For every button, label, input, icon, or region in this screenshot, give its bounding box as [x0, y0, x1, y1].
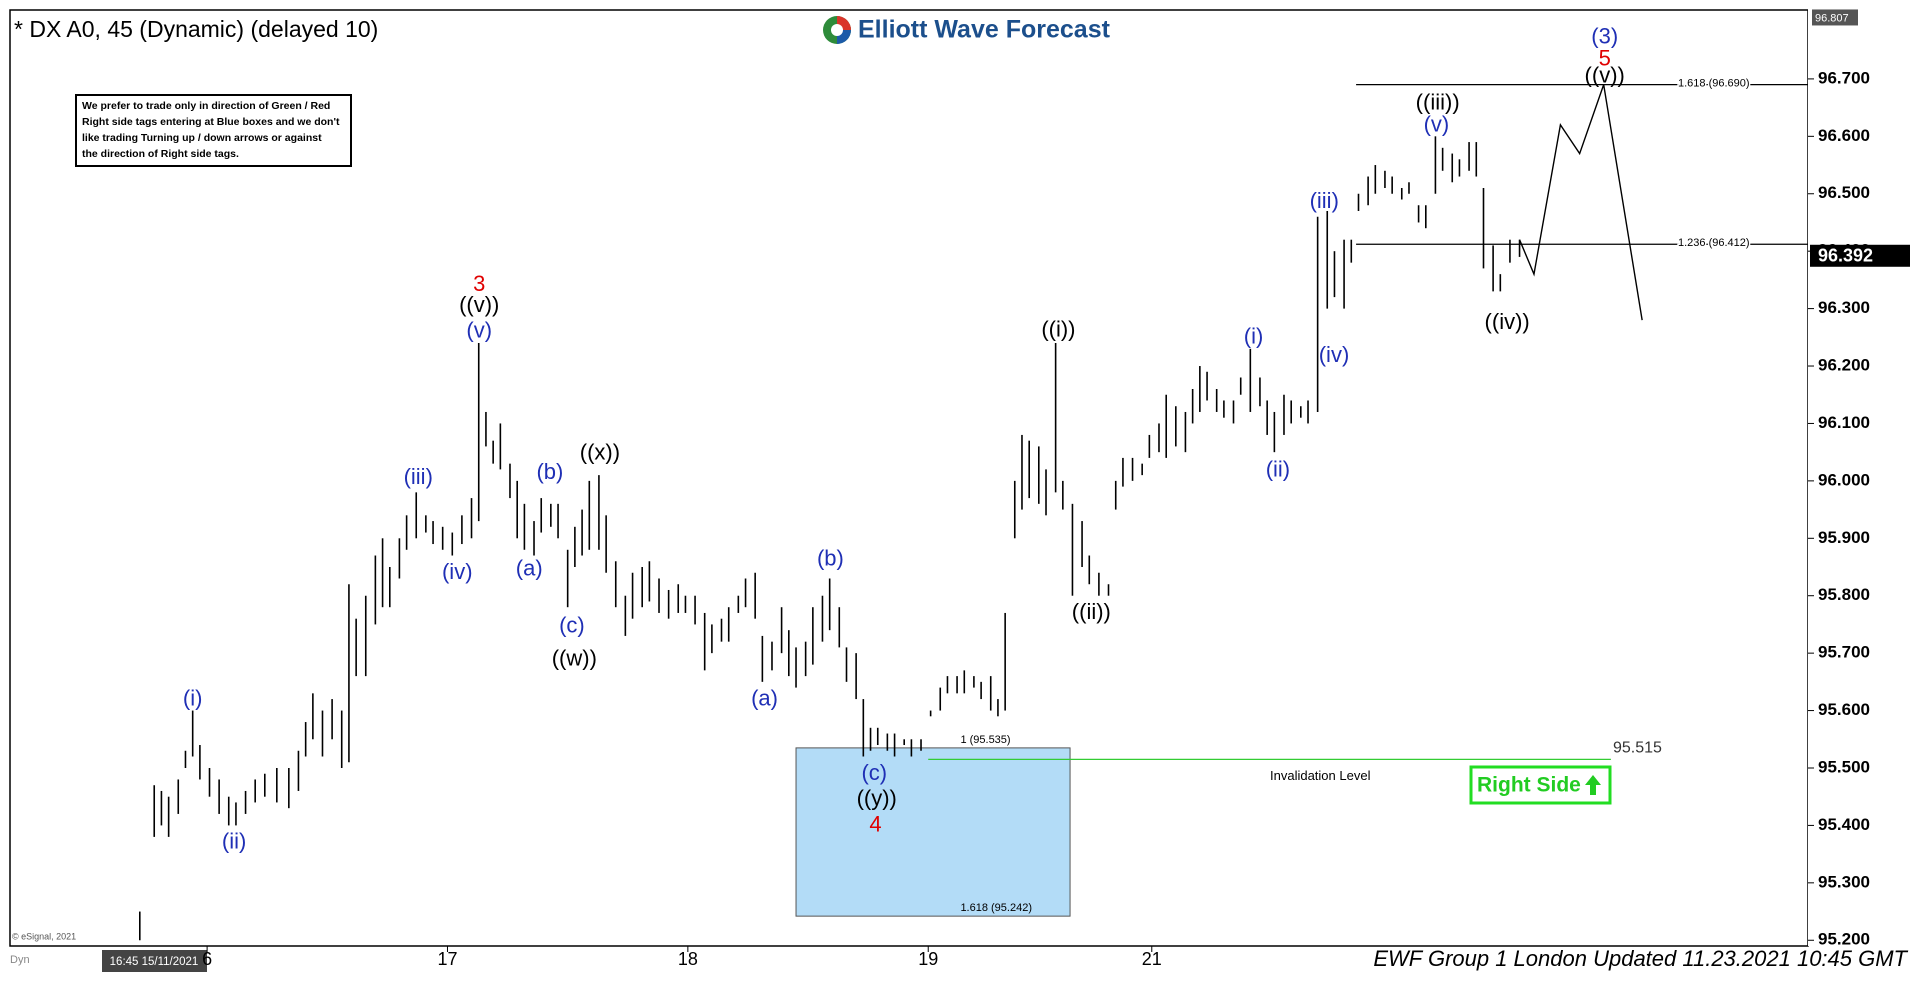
date-box [102, 950, 207, 972]
y-tick-label: 96.500 [1818, 183, 1870, 202]
wave-label: ((i)) [1041, 316, 1075, 341]
wave-label: ((iv)) [1485, 309, 1530, 334]
wave-label: ((x)) [580, 439, 620, 464]
x-tick-label: 6 [202, 949, 212, 969]
blue-box [795, 747, 1071, 917]
wave-label: (b) [536, 459, 563, 484]
y-tick-label: 95.900 [1818, 528, 1870, 547]
invalidation-value: 95.515 [1613, 740, 1662, 757]
y-tick-label: 95.500 [1818, 757, 1870, 776]
y-tick-label: 96.000 [1818, 470, 1870, 489]
wave-label: (iii) [1310, 188, 1339, 213]
right-side-label: Right Side [1477, 774, 1581, 797]
y-tick-label: 95.300 [1818, 872, 1870, 891]
last-price: 96.392 [1818, 246, 1873, 266]
x-tick-label: 21 [1142, 949, 1162, 969]
wave-label: (ii) [222, 828, 246, 853]
x-tick-label: 17 [437, 949, 457, 969]
logo-text: Elliott Wave Forecast [858, 16, 1111, 44]
last-price-box [1810, 244, 1910, 267]
footer: EWF Group 1 London Updated 11.23.2021 10… [1373, 946, 1908, 971]
right-side-tag: Right Side [1469, 765, 1612, 805]
wave-label: (v) [1424, 111, 1450, 136]
y-tick-label: 95.800 [1818, 585, 1870, 604]
y-tick-label: 95.600 [1818, 700, 1870, 719]
x-tick-label: 19 [918, 949, 938, 969]
copyright: © eSignal, 2021 [12, 931, 76, 941]
wave-label: (iii) [404, 464, 433, 489]
y-tick-label: 96.600 [1818, 126, 1870, 145]
y-tick-label: 96.300 [1818, 298, 1870, 317]
price-bars [139, 136, 1521, 941]
wave-label: ((v)) [1585, 63, 1625, 88]
wave-label: ((y)) [857, 786, 897, 811]
note-line: Right side tags entering at Blue boxes a… [82, 116, 340, 128]
y-tick-label: 95.400 [1818, 815, 1870, 834]
note-box [75, 94, 352, 167]
wave-label: (i) [1244, 324, 1264, 349]
y-tick-label: 96.200 [1818, 356, 1870, 375]
wave-label: (a) [751, 686, 778, 711]
x-tick-label: 18 [678, 949, 698, 969]
zone-top-label: 1 (95.535) [960, 734, 1010, 746]
y-tick-label: 96.100 [1818, 413, 1870, 432]
dyn-label: Dyn [10, 954, 30, 966]
logo: Elliott Wave Forecast [823, 16, 1111, 44]
projection-path [1518, 84, 1643, 321]
y-tick-label: 96.700 [1818, 68, 1870, 87]
note-line: We prefer to trade only in direction of … [82, 100, 330, 112]
top-price: 96.807 [1815, 12, 1849, 24]
wave-label: (c) [861, 760, 887, 785]
date-label: 16:45 15/11/2021 [110, 956, 199, 968]
price-axis [1808, 0, 1912, 946]
chart-title: * DX A0, 45 (Dynamic) (delayed 10) [14, 16, 378, 42]
wave-label: ((v)) [459, 292, 499, 317]
wave-label: (b) [817, 546, 844, 571]
wave-label: ((ii)) [1072, 599, 1111, 624]
fib-label: 1.236 (96.412) [1678, 237, 1750, 249]
wave-label: ((iii)) [1416, 89, 1460, 114]
logo-icon [831, 24, 843, 36]
y-tick-label: 95.200 [1818, 930, 1870, 949]
wave-label: ((w)) [552, 646, 597, 671]
zone-bottom-label: 1.618 (95.242) [960, 902, 1032, 914]
y-tick-label: 95.700 [1818, 643, 1870, 662]
note-line: like trading Turning up / down arrows or… [82, 132, 322, 144]
wave-label: (iv) [1319, 342, 1350, 367]
wave-label: (iv) [442, 559, 473, 584]
fib-label: 1.618 (96.690) [1678, 78, 1750, 90]
wave-label: 3 [473, 271, 485, 296]
wave-label: (3) [1591, 24, 1618, 49]
up-arrow [1585, 775, 1601, 795]
wave-label: (v) [466, 317, 492, 342]
wave-label: (i) [183, 686, 203, 711]
wave-label: (c) [559, 613, 585, 638]
wave-label: 5 [1599, 46, 1611, 71]
note-line: the direction of Right side tags. [82, 148, 239, 160]
wave-label: 4 [869, 811, 881, 836]
top-price-box [1812, 9, 1858, 26]
wave-label: (ii) [1266, 456, 1290, 481]
invalidation-label: Invalidation Level [1270, 768, 1371, 783]
wave-label: (a) [516, 555, 543, 580]
